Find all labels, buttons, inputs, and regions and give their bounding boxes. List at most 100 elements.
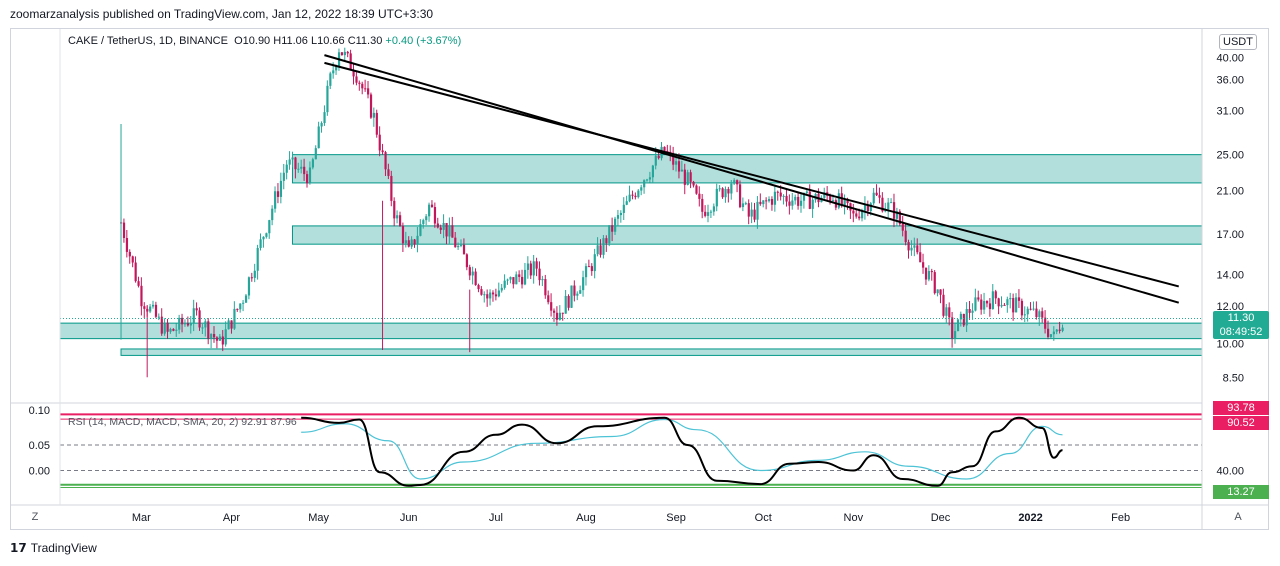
candle-body: [503, 280, 506, 288]
candle-body: [236, 308, 239, 310]
candle-body: [256, 247, 259, 271]
candle-body: [701, 198, 704, 212]
candle-body: [907, 242, 910, 251]
rsi-upper-tag: 93.78: [1213, 401, 1269, 415]
candle-body: [561, 312, 564, 314]
candle-body: [538, 268, 541, 281]
candle-body: [390, 175, 393, 201]
candle-body: [381, 150, 384, 153]
candle-body: [151, 304, 155, 307]
candle-body: [550, 302, 553, 311]
candle-body: [483, 294, 486, 296]
candle-body: [614, 218, 617, 232]
candle-body: [457, 245, 460, 248]
candle-body: [602, 238, 605, 255]
candle-body: [160, 316, 163, 334]
price-tick-label: 12.00: [1216, 301, 1244, 313]
candle-body: [523, 269, 527, 285]
candle-body: [221, 336, 224, 345]
candle-body: [419, 224, 422, 236]
candle-body: [689, 172, 692, 182]
candle-body: [181, 317, 184, 325]
candle-body: [1035, 308, 1038, 318]
auto-scale-button[interactable]: A: [1234, 511, 1242, 523]
candle-body: [276, 191, 280, 197]
price-tick-label: 31.00: [1216, 105, 1244, 117]
candle-body: [736, 180, 739, 185]
candle-body: [605, 238, 608, 244]
candle-body: [616, 215, 620, 219]
candle-body: [210, 334, 213, 339]
candle-body: [634, 195, 637, 198]
candle-body: [872, 192, 875, 204]
candle-body: [733, 180, 736, 184]
candle-body: [802, 192, 806, 201]
candle-body: [192, 308, 195, 323]
candle-body: [590, 266, 593, 272]
rsi-legend[interactable]: RSI (14, MACD, MACD, SMA, 20, 2) 92.91 8…: [68, 416, 297, 428]
candle-body: [951, 317, 954, 339]
scale-mode-button[interactable]: Z: [31, 511, 39, 523]
candle-body: [364, 88, 367, 90]
candle-body: [582, 277, 585, 291]
time-tick-label: Dec: [931, 512, 951, 524]
candle-body: [922, 262, 925, 268]
candle-body: [747, 203, 750, 217]
candle-body: [846, 198, 849, 204]
candle-body: [137, 281, 140, 286]
candle-body: [756, 201, 759, 220]
candle-body: [852, 210, 855, 214]
candle-body: [916, 245, 919, 253]
candle-body: [529, 263, 532, 276]
candle-body: [428, 204, 431, 217]
candle-body: [398, 215, 402, 227]
candle-body: [131, 256, 134, 263]
candle-body: [326, 85, 329, 113]
low-value: L10.66: [310, 35, 345, 47]
candle-body: [1038, 311, 1041, 318]
candle-body: [608, 225, 611, 244]
footer-brand[interactable]: 𝟭𝟳 TradingView: [10, 541, 97, 555]
candle-body: [224, 329, 227, 345]
candle-body: [1058, 329, 1061, 331]
candle-body: [242, 302, 245, 304]
candle-body: [997, 298, 1000, 307]
candle-body: [541, 279, 544, 281]
candle-body: [149, 306, 152, 312]
candle-body: [274, 191, 277, 209]
candle-body: [829, 195, 832, 202]
candle-body: [677, 161, 681, 172]
rsi-left-tick-label: 0.10: [29, 405, 50, 417]
candle-body: [645, 179, 649, 181]
candle-body: [239, 303, 242, 310]
candle-body: [227, 320, 230, 330]
candle-body: [570, 285, 573, 308]
time-tick-label: 2022: [1018, 512, 1042, 524]
candle-body: [448, 225, 451, 237]
time-tick-label: Nov: [844, 512, 864, 524]
candle-body: [387, 169, 390, 176]
candle-body: [855, 213, 858, 217]
candle-body: [651, 165, 654, 178]
candle-body: [186, 323, 190, 326]
candle-body: [410, 239, 413, 247]
close-value: C11.30: [347, 35, 383, 47]
tradingview-logo-icon: 𝟭𝟳: [10, 541, 27, 555]
candle-body: [584, 266, 588, 278]
candle-body: [1049, 334, 1053, 337]
candle-body: [773, 191, 777, 205]
candle-body: [134, 262, 137, 282]
candle-body: [939, 289, 942, 295]
rsi-panel: [60, 413, 1202, 488]
candle-body: [1044, 317, 1047, 329]
candle-body: [477, 285, 480, 290]
candle-body: [480, 289, 483, 295]
candle-body: [305, 174, 309, 184]
symbol-legend[interactable]: CAKE / TetherUS, 1D, BINANCE O10.90 H11.…: [68, 35, 461, 47]
price-tag: 11.30 08:49:52: [1213, 311, 1269, 339]
candle-body: [468, 267, 471, 276]
candle-body: [544, 279, 547, 296]
currency-badge[interactable]: USDT: [1219, 34, 1257, 50]
axes: 40.00 36.00 31.00 25.00 21.00 17.00 14.00 12.00…: [11, 29, 1268, 529]
